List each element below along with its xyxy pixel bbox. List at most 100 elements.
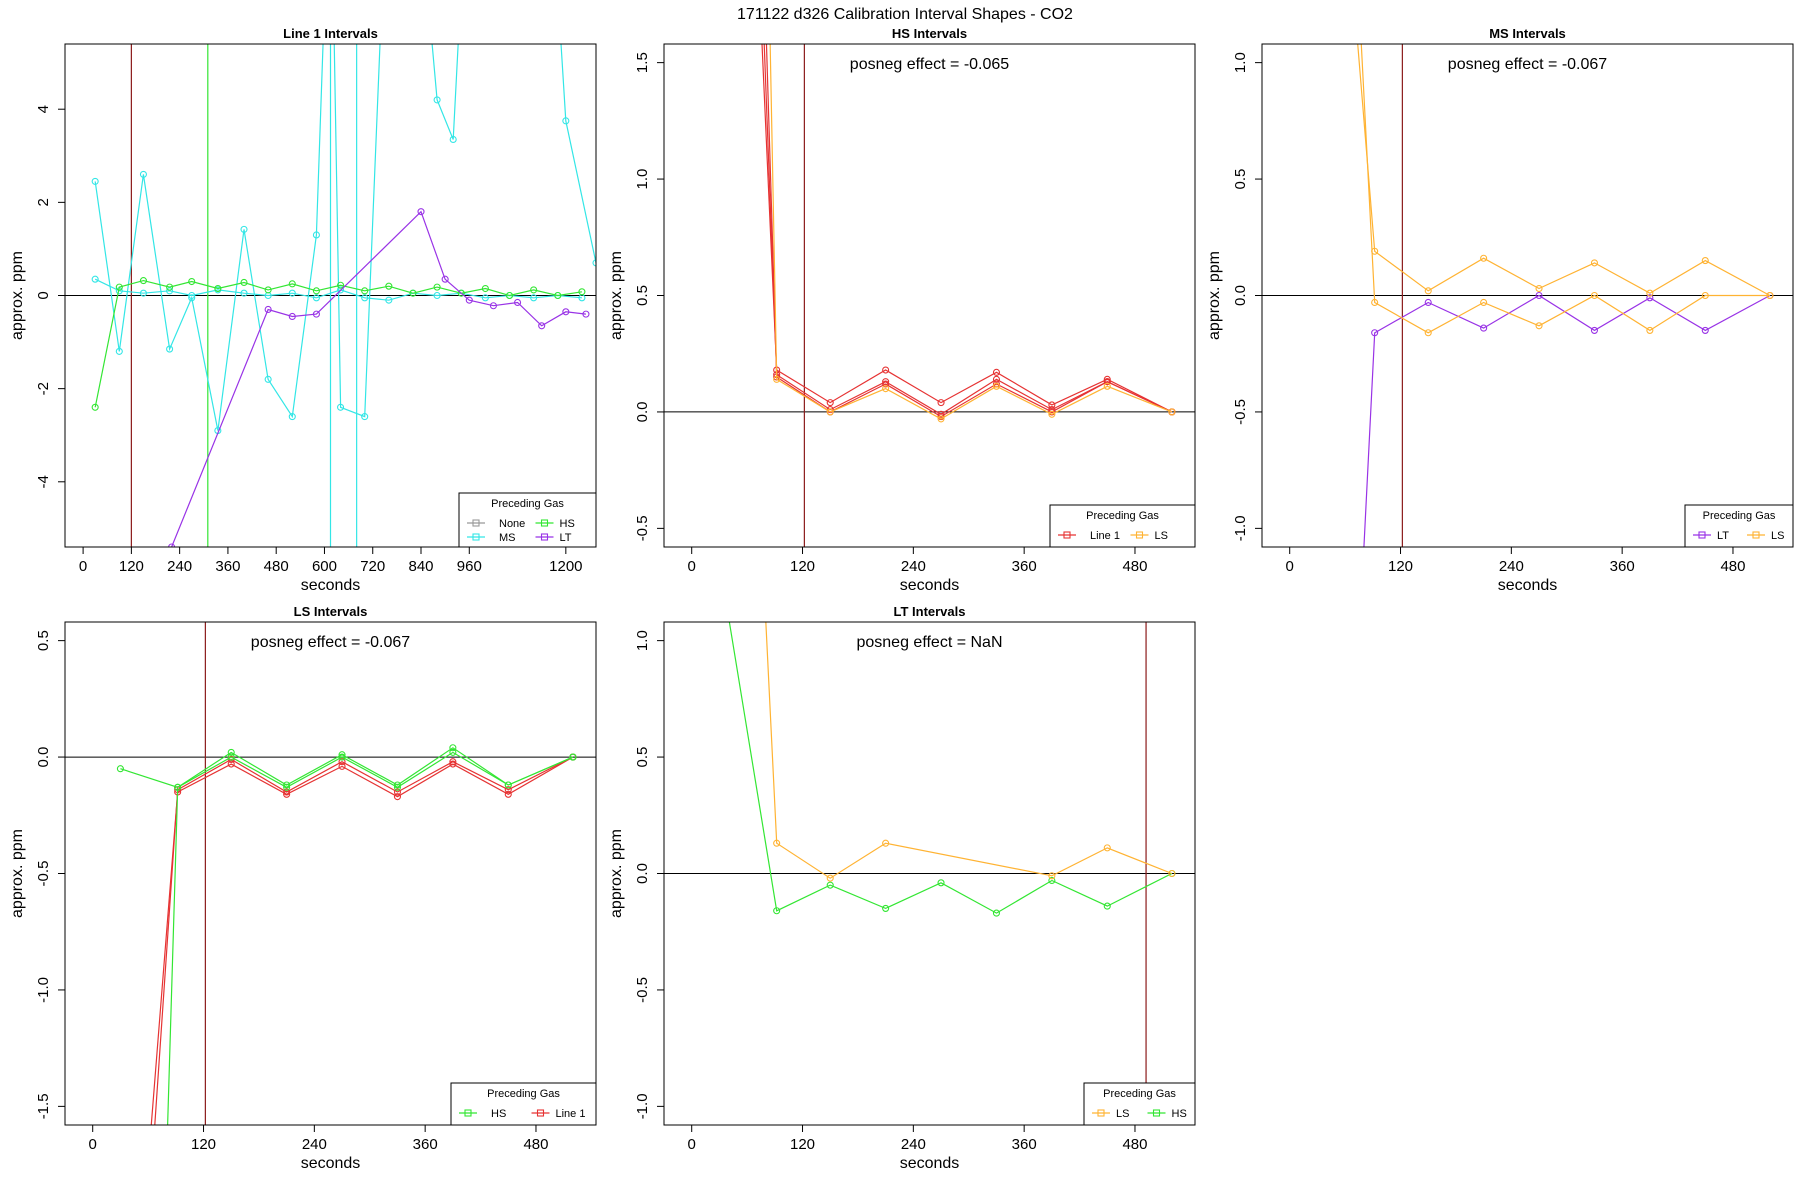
data-point [562,308,570,316]
x-tick-label: 480 [1122,1136,1147,1153]
legend-swatch-marker [1752,531,1760,539]
data-point [1590,291,1599,300]
plot-frame [64,43,597,548]
data-point [449,135,457,144]
data-point [489,302,497,310]
data-point [773,375,781,383]
x-tick-label: 120 [119,558,144,575]
data-point [338,758,346,766]
data-point [1590,259,1599,267]
series-line-ls [769,44,1173,420]
data-point [188,291,196,300]
legend-box [1684,504,1794,548]
data-point [773,839,781,847]
y-tick-label: -0.5 [634,515,651,541]
x-tick-label: 360 [215,558,240,575]
x-tick-label: 960 [457,558,482,575]
data-point [214,284,222,293]
y-tick-label: 4 [35,105,52,113]
y-tick-label: -2 [35,382,52,395]
chart-title: LT Intervals [893,604,965,619]
data-point [1424,329,1432,337]
data-point [773,907,781,915]
data-point [1048,410,1056,418]
series-line-line-1 [761,44,1173,413]
plot-area [65,44,596,547]
y-tick-label: 1.0 [634,630,651,651]
data-point [417,208,425,216]
data-point [882,904,890,912]
data-point [882,380,890,388]
data-point [826,399,834,407]
data-point [1480,254,1488,262]
data-point [1048,872,1056,880]
data-point [361,287,369,295]
data-point [1590,326,1599,334]
y-tick-label: 2 [35,198,52,206]
y-tick-label: 1.0 [1232,52,1249,73]
y-axis-label: approx. ppm [608,829,625,918]
data-point [433,283,441,291]
x-tick-label: 1200 [549,558,582,575]
series-line-line-1 [765,44,1173,418]
chart-panel-hs-intervals: HS Intervals 0 120 240 360 480 -0.5 0.0 0.5 1.0 1.… [608,26,1196,594]
series-line-hs [728,622,1173,914]
x-tick-label: 120 [191,1136,216,1153]
x-tick-label: 240 [901,558,926,575]
series-line-ms [94,44,596,431]
legend-swatch-marker [1152,1109,1161,1117]
legend-entry-lt: LT [560,532,572,544]
y-axis-label: approx. ppm [1206,251,1223,340]
x-tick-label: 0 [688,1136,696,1153]
data-point [264,375,272,383]
data-point [937,399,945,407]
data-point [312,287,320,295]
data-point [264,305,272,314]
chart-title: LS Intervals [294,604,368,619]
x-tick-label: 480 [264,558,289,575]
data-point [514,298,522,307]
data-point [227,760,235,768]
data-point [1701,326,1709,334]
chart-panel-lt-intervals: LT Intervals 0 120 240 360 480 -1.0 -0.5 0.0 0.5 1… [608,604,1196,1172]
plot-frame [1261,43,1794,548]
x-axis-label: seconds [301,577,361,594]
data-point [361,294,369,302]
chart-title: Line 1 Intervals [283,26,378,41]
data-point [139,170,147,178]
plot-frame [663,43,1196,548]
data-point [188,294,196,302]
data-point [481,294,489,302]
posneg-annotation: posneg effect = NaN [856,634,1002,651]
data-point [441,275,449,283]
x-tick-label: 0 [688,558,696,575]
data-point [530,286,538,294]
data-point [882,385,890,393]
y-tick-label: 1.0 [634,169,651,190]
data-point [91,177,99,185]
data-point [283,788,291,796]
x-tick-label: 0 [1286,558,1294,575]
x-tick-label: 480 [1122,558,1147,575]
x-axis-label: seconds [900,1155,960,1172]
data-point [1048,401,1056,409]
data-point [992,909,1001,917]
data-point [504,781,512,789]
legend-swatch-marker [1063,531,1071,539]
data-point [116,765,124,773]
data-point [264,286,272,294]
chart-panel-ls-intervals: LS Intervals 0 120 240 360 480 -1.5 -1.0 -0.5 0.0… [9,604,597,1172]
legend-box [1083,1082,1196,1126]
chart-title: HS Intervals [892,26,967,41]
data-point [174,783,182,791]
y-tick-label: 0.5 [35,630,52,651]
data-point [1424,287,1432,295]
data-point [882,366,890,374]
data-point [338,751,346,759]
legend-swatch-marker [472,533,480,541]
legend-title: Preceding Gas [1103,1088,1176,1100]
series-line-line-1 [154,756,574,1125]
y-tick-label: -1.0 [634,1093,651,1119]
data-point [240,225,248,233]
data-point [937,879,945,887]
